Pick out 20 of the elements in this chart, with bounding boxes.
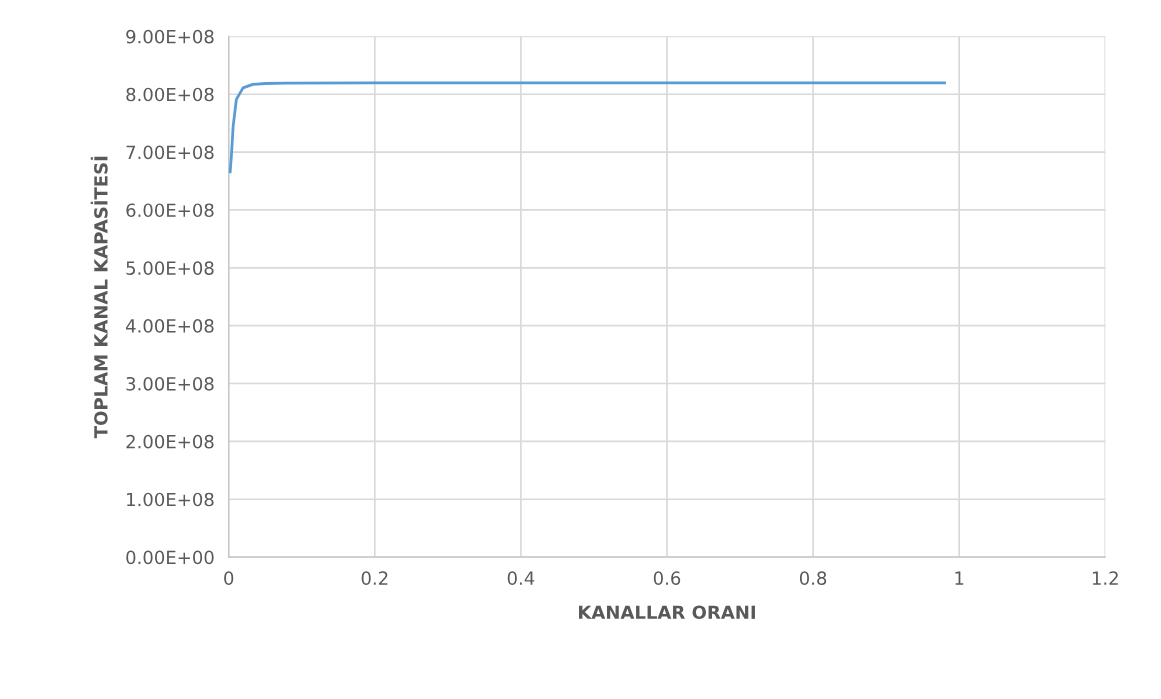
y-tick-label: 6.00E+08 <box>126 203 214 218</box>
x-tick-label: 0 <box>224 571 234 585</box>
line-series <box>228 81 946 174</box>
x-tick-label: 0.2 <box>361 571 388 585</box>
x-axis-title: KANALLAR ORANI <box>579 605 755 620</box>
x-tick-label: 1.2 <box>1092 571 1118 585</box>
x-tick-label: 0.8 <box>799 571 827 585</box>
y-axis-title: TOPLAM KANAL KAPASİTESİ <box>90 156 108 439</box>
y-tick-label: 4.00E+08 <box>125 319 214 333</box>
y-tick-label: 9.00E+08 <box>126 29 214 44</box>
y-tick-label: 2.00E+08 <box>126 434 214 449</box>
x-tick-label: 1 <box>955 571 964 585</box>
y-tick-label: 5.00E+08 <box>126 261 214 275</box>
x-tick-label: 0.4 <box>507 571 535 585</box>
x-tick-label: 0.6 <box>653 571 681 585</box>
y-tick-label: 8.00E+08 <box>126 87 214 102</box>
y-tick-label: 1.00E+08 <box>127 492 214 507</box>
y-tick-label: 3.00E+08 <box>126 376 214 391</box>
y-tick-label: 0.00E+00 <box>126 550 214 565</box>
y-tick-label: 7.00E+08 <box>126 145 214 160</box>
